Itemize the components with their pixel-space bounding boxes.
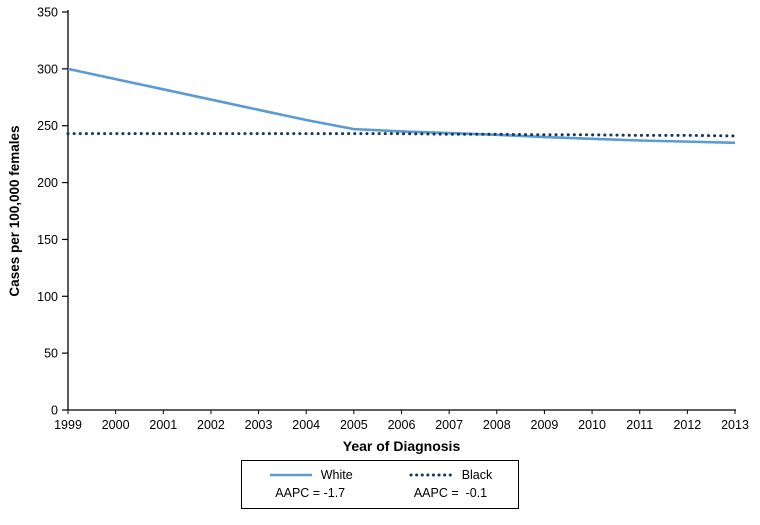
legend-aapc-black: AAPC = -0.1 <box>413 486 488 501</box>
x-tick-label: 2010 <box>578 418 606 432</box>
y-tick-label: 250 <box>37 119 58 133</box>
y-tick-label: 300 <box>37 62 58 76</box>
x-tick-label: 2002 <box>197 418 225 432</box>
x-tick-label: 2006 <box>388 418 416 432</box>
x-tick-label: 2008 <box>483 418 511 432</box>
x-tick-label: 2011 <box>626 418 653 432</box>
legend-label-black: Black <box>461 468 493 482</box>
y-tick-label: 100 <box>37 290 58 304</box>
x-tick-label: 2007 <box>435 418 463 432</box>
legend-aapc-white: AAPC = -1.7 <box>275 486 346 501</box>
x-tick-label: 2012 <box>673 418 701 432</box>
y-tick-label: 350 <box>37 6 58 20</box>
x-axis-title: Year of Diagnosis <box>343 438 461 454</box>
legend-entry-white: White AAPC = -1.7 <box>268 466 353 502</box>
y-tick-label: 150 <box>37 233 58 247</box>
y-tick-label: 0 <box>51 404 58 418</box>
x-tick-label: 1999 <box>54 418 82 432</box>
y-tick-label: 50 <box>44 347 58 361</box>
series-line-black <box>66 132 737 138</box>
legend-label-white: White <box>320 468 353 482</box>
x-tick-label: 2004 <box>292 418 320 432</box>
chart-legend: White AAPC = -1.7 Black AAPC = -0.1 <box>240 460 520 510</box>
series-line-white <box>67 67 736 145</box>
white-line-sample-icon <box>269 473 312 477</box>
x-tick-label: 2003 <box>245 418 273 432</box>
x-tick-label: 2005 <box>340 418 368 432</box>
y-tick-label: 200 <box>37 176 58 190</box>
legend-entry-black: Black AAPC = -0.1 <box>409 466 493 502</box>
x-tick-label: 2013 <box>721 418 749 432</box>
x-tick-label: 2009 <box>531 418 559 432</box>
x-tick-label: 2000 <box>102 418 130 432</box>
line-chart: 0 50 100 150 200 250 300 350 1999 2000 2001 2002 200… <box>7 6 749 455</box>
black-line-sample-icon <box>409 473 455 477</box>
x-tick-label: 2001 <box>149 418 177 432</box>
y-axis-title: Cases per 100,000 females <box>7 125 22 296</box>
